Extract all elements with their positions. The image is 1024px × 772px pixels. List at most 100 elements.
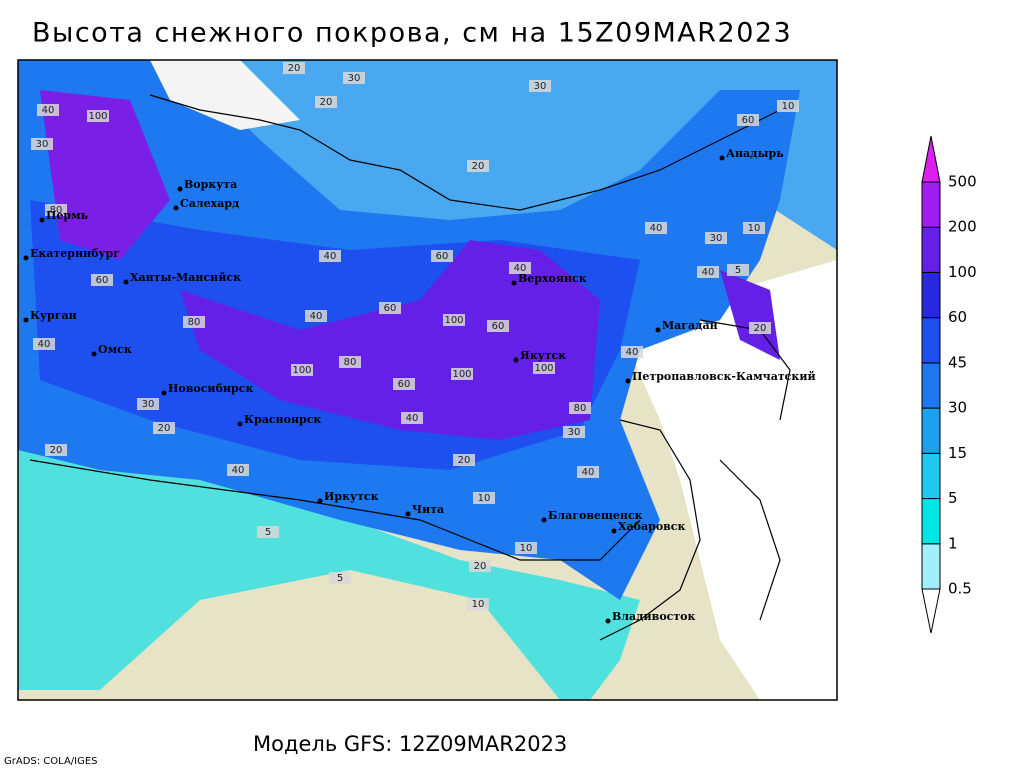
city-dot	[177, 186, 183, 192]
city-dot	[655, 327, 661, 333]
contour-label: 20	[754, 323, 767, 334]
contour-label: 60	[436, 251, 449, 262]
contour-label: 30	[36, 139, 49, 150]
city-dot	[511, 280, 517, 286]
contour-label-box	[153, 422, 175, 434]
contour-label: 40	[324, 251, 337, 262]
contour-label-box	[749, 322, 771, 334]
contour-label-box	[291, 364, 313, 376]
colorbar-swatch	[921, 543, 941, 590]
contour-label: 40	[626, 347, 639, 358]
colorbar-swatch	[921, 362, 941, 409]
colorbar-label: 5	[948, 489, 958, 507]
contour-label-box	[183, 316, 205, 328]
city-label: Владивосток	[612, 610, 696, 623]
contour-label: 60	[384, 303, 397, 314]
city-dot	[91, 351, 97, 357]
city-label: Ханты-Мансийск	[130, 271, 241, 284]
colorbar-label: 15	[948, 444, 967, 462]
colorbar-swatch	[921, 317, 941, 364]
city-label: Благовещенск	[548, 509, 643, 522]
contour-label: 80	[574, 403, 587, 414]
contour-label: 60	[492, 321, 505, 332]
colorbar-swatch	[921, 452, 941, 500]
contour-label: 40	[406, 413, 419, 424]
city-label: Екатеринбург	[30, 247, 120, 260]
colorbar-swatch	[921, 226, 941, 273]
colorbar-swatch	[921, 181, 941, 228]
contour-label: 30	[568, 427, 581, 438]
contour-label-box	[473, 492, 495, 504]
contour-label: 100	[444, 315, 463, 326]
contour-label-box	[515, 542, 537, 554]
colorbar-swatch	[921, 271, 941, 319]
contour-label: 40	[514, 263, 527, 274]
contour-label: 30	[348, 73, 361, 84]
city-dot	[23, 317, 29, 323]
contour-label: 100	[88, 111, 107, 122]
contour-label-box	[45, 204, 67, 216]
contour-label-box	[705, 232, 727, 244]
contour-label: 30	[534, 81, 547, 92]
contour-label-box	[737, 114, 759, 126]
contour-label: 10	[748, 223, 761, 234]
city-label: Верхоянск	[518, 272, 587, 285]
city-dot	[625, 378, 631, 384]
city-dot	[611, 528, 617, 534]
colorbar-label: 0.5	[948, 580, 972, 598]
title: Высота снежного покрова, см на 15Z09MAR2…	[32, 18, 792, 49]
map-area	[18, 60, 837, 700]
footer: Модель GFS: 12Z09MAR2023	[253, 732, 567, 756]
contour-label: 30	[142, 399, 155, 410]
city-label: Новосибирск	[168, 382, 253, 395]
contour-label-box	[443, 314, 465, 326]
city-dot	[23, 255, 29, 261]
contour-label: 80	[50, 205, 63, 216]
contour-label-box	[283, 62, 305, 74]
city-dot	[161, 390, 167, 396]
contour-label: 60	[742, 115, 755, 126]
contour-label-box	[319, 250, 341, 262]
contour-label: 60	[96, 275, 109, 286]
colorbar-cap	[921, 588, 941, 634]
contour-label-box	[339, 356, 361, 368]
contour-label-box	[37, 104, 59, 116]
contour-label-box	[33, 338, 55, 350]
contour-label-box	[645, 222, 667, 234]
contour-label: 100	[292, 365, 311, 376]
contour-label: 5	[337, 573, 343, 584]
contour-label: 40	[232, 465, 245, 476]
contour-label-box	[777, 100, 799, 112]
colorbar-cap	[921, 135, 941, 183]
city-dot	[173, 205, 179, 211]
colorbar-swatch	[921, 498, 941, 545]
contour-label: 20	[474, 561, 487, 572]
credit: GrADS: COLA/IGES	[4, 756, 98, 767]
contour-label-box	[697, 266, 719, 278]
contour-label-box	[743, 222, 765, 234]
city-label: Анадырь	[726, 147, 784, 160]
colorbar-label: 100	[948, 263, 977, 281]
contour-label: 10	[478, 493, 491, 504]
contour-label: 20	[472, 161, 485, 172]
contour-label-box	[467, 598, 489, 610]
contour-label: 60	[398, 379, 411, 390]
city-label: Пермь	[46, 209, 89, 222]
contour-label-box	[487, 320, 509, 332]
contour-label-box	[509, 262, 531, 274]
contour-label: 10	[520, 543, 533, 554]
contour-label-box	[257, 526, 279, 538]
contour-label-box	[577, 466, 599, 478]
city-dot	[405, 511, 411, 517]
contour-label: 40	[42, 105, 55, 116]
colorbar-label: 30	[948, 399, 967, 417]
contour-label: 20	[458, 455, 471, 466]
contour-label-box	[343, 72, 365, 84]
colorbar-label: 1	[948, 534, 958, 552]
contour-label: 100	[534, 363, 553, 374]
contour-label: 5	[735, 265, 741, 276]
colorbar-label: 500	[948, 173, 977, 191]
contour-label: 40	[702, 267, 715, 278]
contour-label: 40	[650, 223, 663, 234]
contour-label-box	[91, 274, 113, 286]
